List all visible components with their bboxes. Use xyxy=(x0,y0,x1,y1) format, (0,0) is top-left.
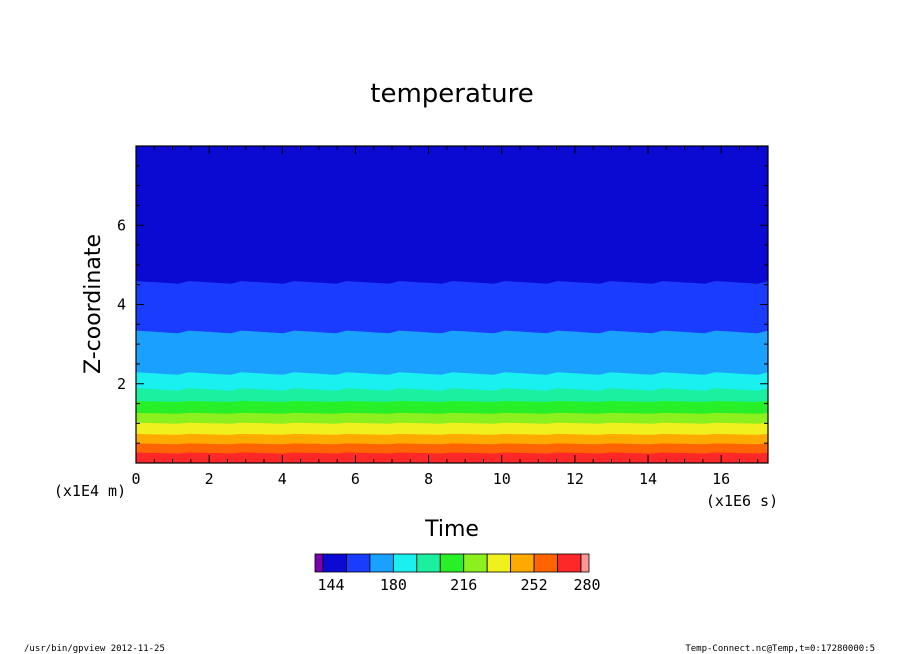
colorbar-bin xyxy=(416,553,441,573)
y-tick-label: 4 xyxy=(117,296,126,314)
y-tick-label: 6 xyxy=(117,216,126,234)
y-unit-label: (x1E4 m) xyxy=(54,482,126,500)
footer-left: /usr/bin/gpview 2012-11-25 xyxy=(24,644,165,654)
colorbar-tick-label: 144 xyxy=(317,576,344,594)
colorbar-bin xyxy=(346,553,371,573)
colorbar: 144 180 216 252 280 xyxy=(314,553,601,594)
x-unit-label: (x1E6 s) xyxy=(706,492,778,510)
y-tick-label: 2 xyxy=(117,375,126,393)
y-axis-label: Z-coordinate xyxy=(81,234,106,374)
x-axis-ticks: 0 2 4 6 8 10 12 14 16 xyxy=(131,146,759,488)
chart-title: temperature xyxy=(370,79,533,109)
colorbar-bin xyxy=(392,553,418,573)
colorbar-tick-label: 216 xyxy=(450,576,477,594)
x-axis-label: Time xyxy=(424,517,479,542)
colorbar-bin xyxy=(486,553,512,573)
y-axis-ticks: 2 4 6 xyxy=(117,145,768,464)
colorbar-tick-label: 252 xyxy=(521,576,548,594)
x-tick-label: 2 xyxy=(205,470,214,488)
x-tick-label: 4 xyxy=(278,470,287,488)
x-tick-label: 10 xyxy=(493,470,511,488)
x-tick-label: 12 xyxy=(566,470,584,488)
colorbar-tick-label: 180 xyxy=(380,576,407,594)
x-tick-label: 14 xyxy=(639,470,657,488)
colorbar-bin xyxy=(510,553,535,573)
colorbar-bin xyxy=(369,553,394,573)
contour-bands xyxy=(136,146,768,463)
x-tick-label: 16 xyxy=(712,470,730,488)
colorbar-bin xyxy=(580,553,590,573)
colorbar-bin xyxy=(439,553,465,573)
colorbar-bin xyxy=(322,553,347,573)
x-tick-label: 0 xyxy=(131,470,140,488)
colorbar-bin xyxy=(463,553,488,573)
colorbar-bin xyxy=(557,553,582,573)
x-tick-label: 8 xyxy=(424,470,433,488)
colorbar-bin xyxy=(533,553,558,573)
colorbar-tick-label: 280 xyxy=(573,576,600,594)
colorbar-bin xyxy=(314,553,324,573)
footer-right: Temp-Connect.nc@Temp,t=0:17280000:5 xyxy=(685,644,875,654)
contour-band xyxy=(136,452,768,463)
x-tick-label: 6 xyxy=(351,470,360,488)
